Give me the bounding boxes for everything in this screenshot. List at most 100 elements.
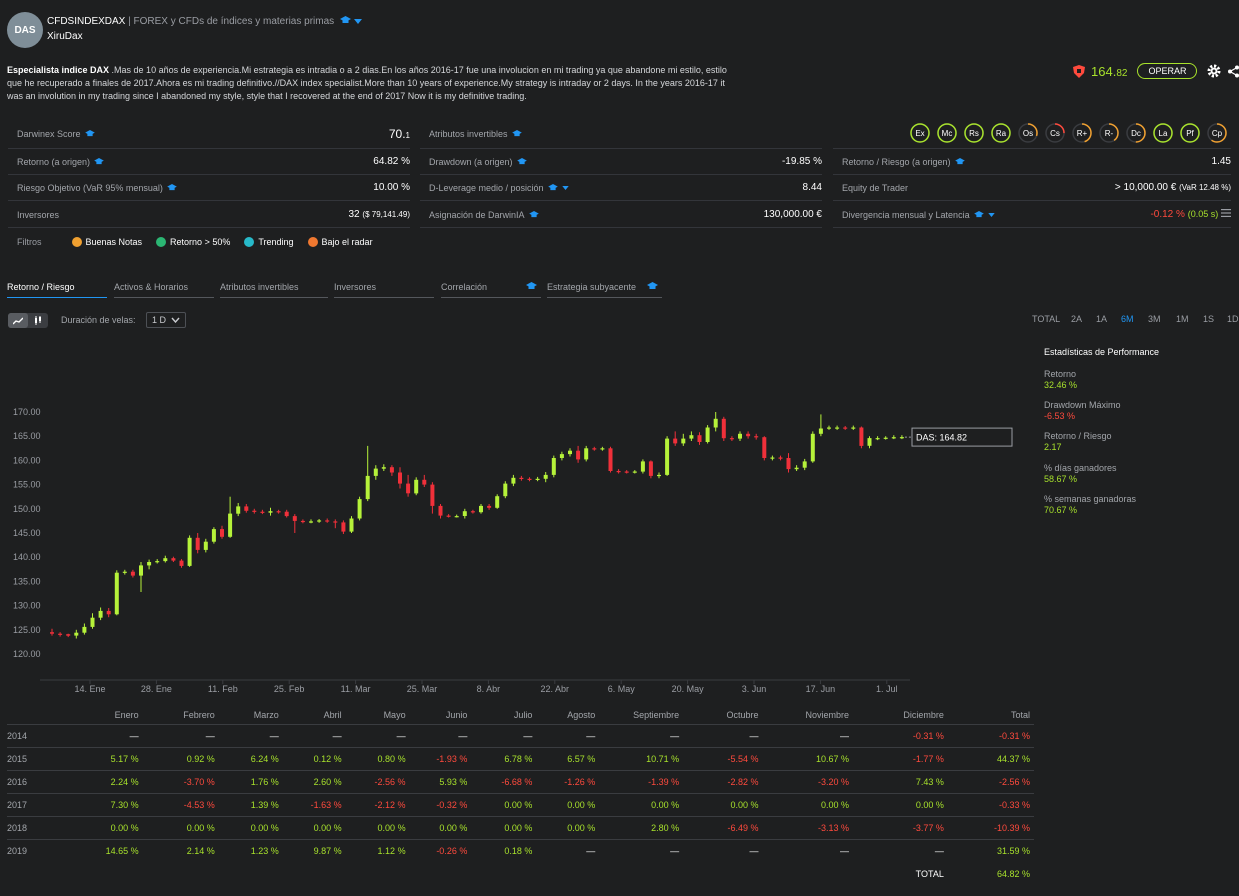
filter-icon <box>244 237 255 247</box>
attribute-badge[interactable]: Os <box>1018 123 1038 143</box>
attribute-badge[interactable]: R+ <box>1072 123 1092 143</box>
metric-label: Riesgo Objetivo (VaR 95% mensual) <box>17 182 163 193</box>
menu-icon[interactable] <box>1221 209 1231 217</box>
chevron-down-icon[interactable] <box>987 212 995 217</box>
table-cell: 0.00 % <box>409 815 472 839</box>
table-cell <box>219 862 283 885</box>
table-cell: — <box>471 723 537 747</box>
tab-item[interactable]: Correlación <box>441 282 541 298</box>
graduation-cap-icon[interactable] <box>167 184 177 191</box>
attribute-badge[interactable]: Ra <box>991 123 1011 143</box>
metric-label: Atributos invertibles <box>429 128 508 139</box>
range-option[interactable]: TOTAL <box>1032 314 1061 324</box>
table-header-cell: Septiembre <box>633 709 680 720</box>
metric-value: 64.82 % <box>373 156 410 167</box>
candle-body <box>58 633 63 635</box>
price-chart[interactable]: 170.00 165.00 160.00 155.00 150.00 145.00 140.… <box>0 395 1030 700</box>
candle-body <box>430 484 435 506</box>
graduation-cap-icon <box>526 282 537 289</box>
share-icon[interactable] <box>1227 65 1239 78</box>
table-cell: -10.39 % <box>947 815 1034 839</box>
candle-body <box>673 438 678 444</box>
graduation-cap-icon[interactable] <box>973 211 984 218</box>
chevron-down-icon[interactable] <box>561 185 569 190</box>
candle-body <box>470 511 475 513</box>
table-cell: -6.49 % <box>683 815 763 839</box>
tab-item[interactable]: Retorno / Riesgo <box>7 282 107 298</box>
attribute-badge[interactable]: Rs <box>964 123 984 143</box>
metric-darwinex-score: Darwinex Score 70.1 <box>8 119 410 149</box>
tab-item[interactable]: Estrategia subyacente <box>547 282 662 298</box>
y-tick-label: 155.00 <box>13 480 41 490</box>
range-option[interactable]: 1S <box>1203 314 1215 324</box>
attribute-badge[interactable]: Ex <box>910 123 930 143</box>
line-chart-icon[interactable] <box>8 313 28 328</box>
table-cell: 10.71 % <box>599 746 684 770</box>
table-cell: -1.39 % <box>599 769 684 793</box>
candle-body <box>883 437 888 439</box>
range-option[interactable]: 3M <box>1148 314 1161 324</box>
table-cell: 0.00 % <box>218 815 283 839</box>
tab-item[interactable]: Activos & Horarios <box>114 282 214 298</box>
candle-body <box>462 511 467 516</box>
graduation-cap-icon[interactable] <box>954 158 965 165</box>
tab-item[interactable]: Atributos invertibles <box>220 282 328 298</box>
range-option[interactable]: 2A <box>1071 314 1083 324</box>
range-option[interactable]: 6M <box>1121 314 1134 324</box>
candle-body <box>705 427 710 442</box>
graduation-cap-icon[interactable] <box>516 158 527 165</box>
filter-icon <box>156 237 167 247</box>
attribute-badge[interactable]: Cs <box>1045 123 1065 143</box>
tab-item[interactable]: Inversores <box>334 282 434 298</box>
candle-body <box>82 626 87 633</box>
filter-label: Retorno > 50% <box>170 237 231 247</box>
filter-badge[interactable]: Trending <box>244 237 294 247</box>
attribute-badge-label: Rs <box>969 128 979 138</box>
candle-body <box>843 427 848 429</box>
chart-type-toggle[interactable] <box>8 313 48 328</box>
candle-body <box>147 562 152 566</box>
duration-value: 1 D <box>152 315 167 325</box>
stat-value: 58.67 % <box>1044 473 1078 484</box>
table-cell: -5.54 % <box>683 746 763 770</box>
candle-body <box>365 475 370 500</box>
graduation-cap-icon[interactable] <box>528 211 539 218</box>
attribute-badge[interactable]: Dc <box>1126 123 1146 143</box>
candle-duration-select[interactable]: 1 D <box>146 312 186 328</box>
attribute-badge[interactable]: La <box>1153 123 1173 143</box>
table-cell: 6.78 % <box>471 746 537 770</box>
table-cell: — <box>142 723 219 747</box>
table-cell: -3.20 % <box>762 769 853 793</box>
filter-badge[interactable]: Buenas Notas <box>71 237 142 247</box>
candle-body <box>592 448 597 450</box>
candle-body <box>648 461 653 476</box>
graduation-cap-icon[interactable] <box>94 158 104 165</box>
candle-body <box>794 467 799 470</box>
candlestick-icon[interactable] <box>28 313 48 328</box>
avatar: DAS <box>7 12 43 48</box>
table-cell: 0.80 % <box>345 746 410 770</box>
darwin-name[interactable]: CFDSINDEXDAX <box>47 16 126 27</box>
trader-username[interactable]: XiruDax <box>47 31 83 42</box>
y-tick-label: 135.00 <box>13 576 41 586</box>
candle-body <box>851 427 856 429</box>
filter-badge[interactable]: Retorno > 50% <box>156 237 230 247</box>
operate-button[interactable]: OPERAR <box>1137 63 1198 79</box>
table-cell: -3.77 % <box>853 815 948 839</box>
attribute-badge[interactable]: Mc <box>937 123 957 143</box>
range-option[interactable]: 1D <box>1227 314 1239 324</box>
attribute-badge[interactable]: Cp <box>1207 123 1227 143</box>
attribute-badge[interactable]: Pf <box>1180 123 1200 143</box>
graduation-cap-icon[interactable] <box>547 184 558 191</box>
filter-badge[interactable]: Bajo el radar <box>307 237 373 247</box>
attribute-badge-label: Cp <box>1211 128 1223 138</box>
chevron-down-icon[interactable] <box>353 19 362 24</box>
range-option[interactable]: 1A <box>1096 314 1108 324</box>
attribute-badge[interactable]: R- <box>1099 123 1119 143</box>
x-tick-label: 8. Abr <box>477 684 501 694</box>
table-row: 2016 2.24 % -3.70 % 1.76 % 2.60 % -2.56 % 5.93… <box>7 769 1034 793</box>
range-option[interactable]: 1M <box>1176 314 1189 324</box>
graduation-cap-icon[interactable] <box>511 130 522 137</box>
graduation-cap-icon[interactable] <box>84 130 95 137</box>
gear-icon[interactable] <box>1207 64 1221 78</box>
